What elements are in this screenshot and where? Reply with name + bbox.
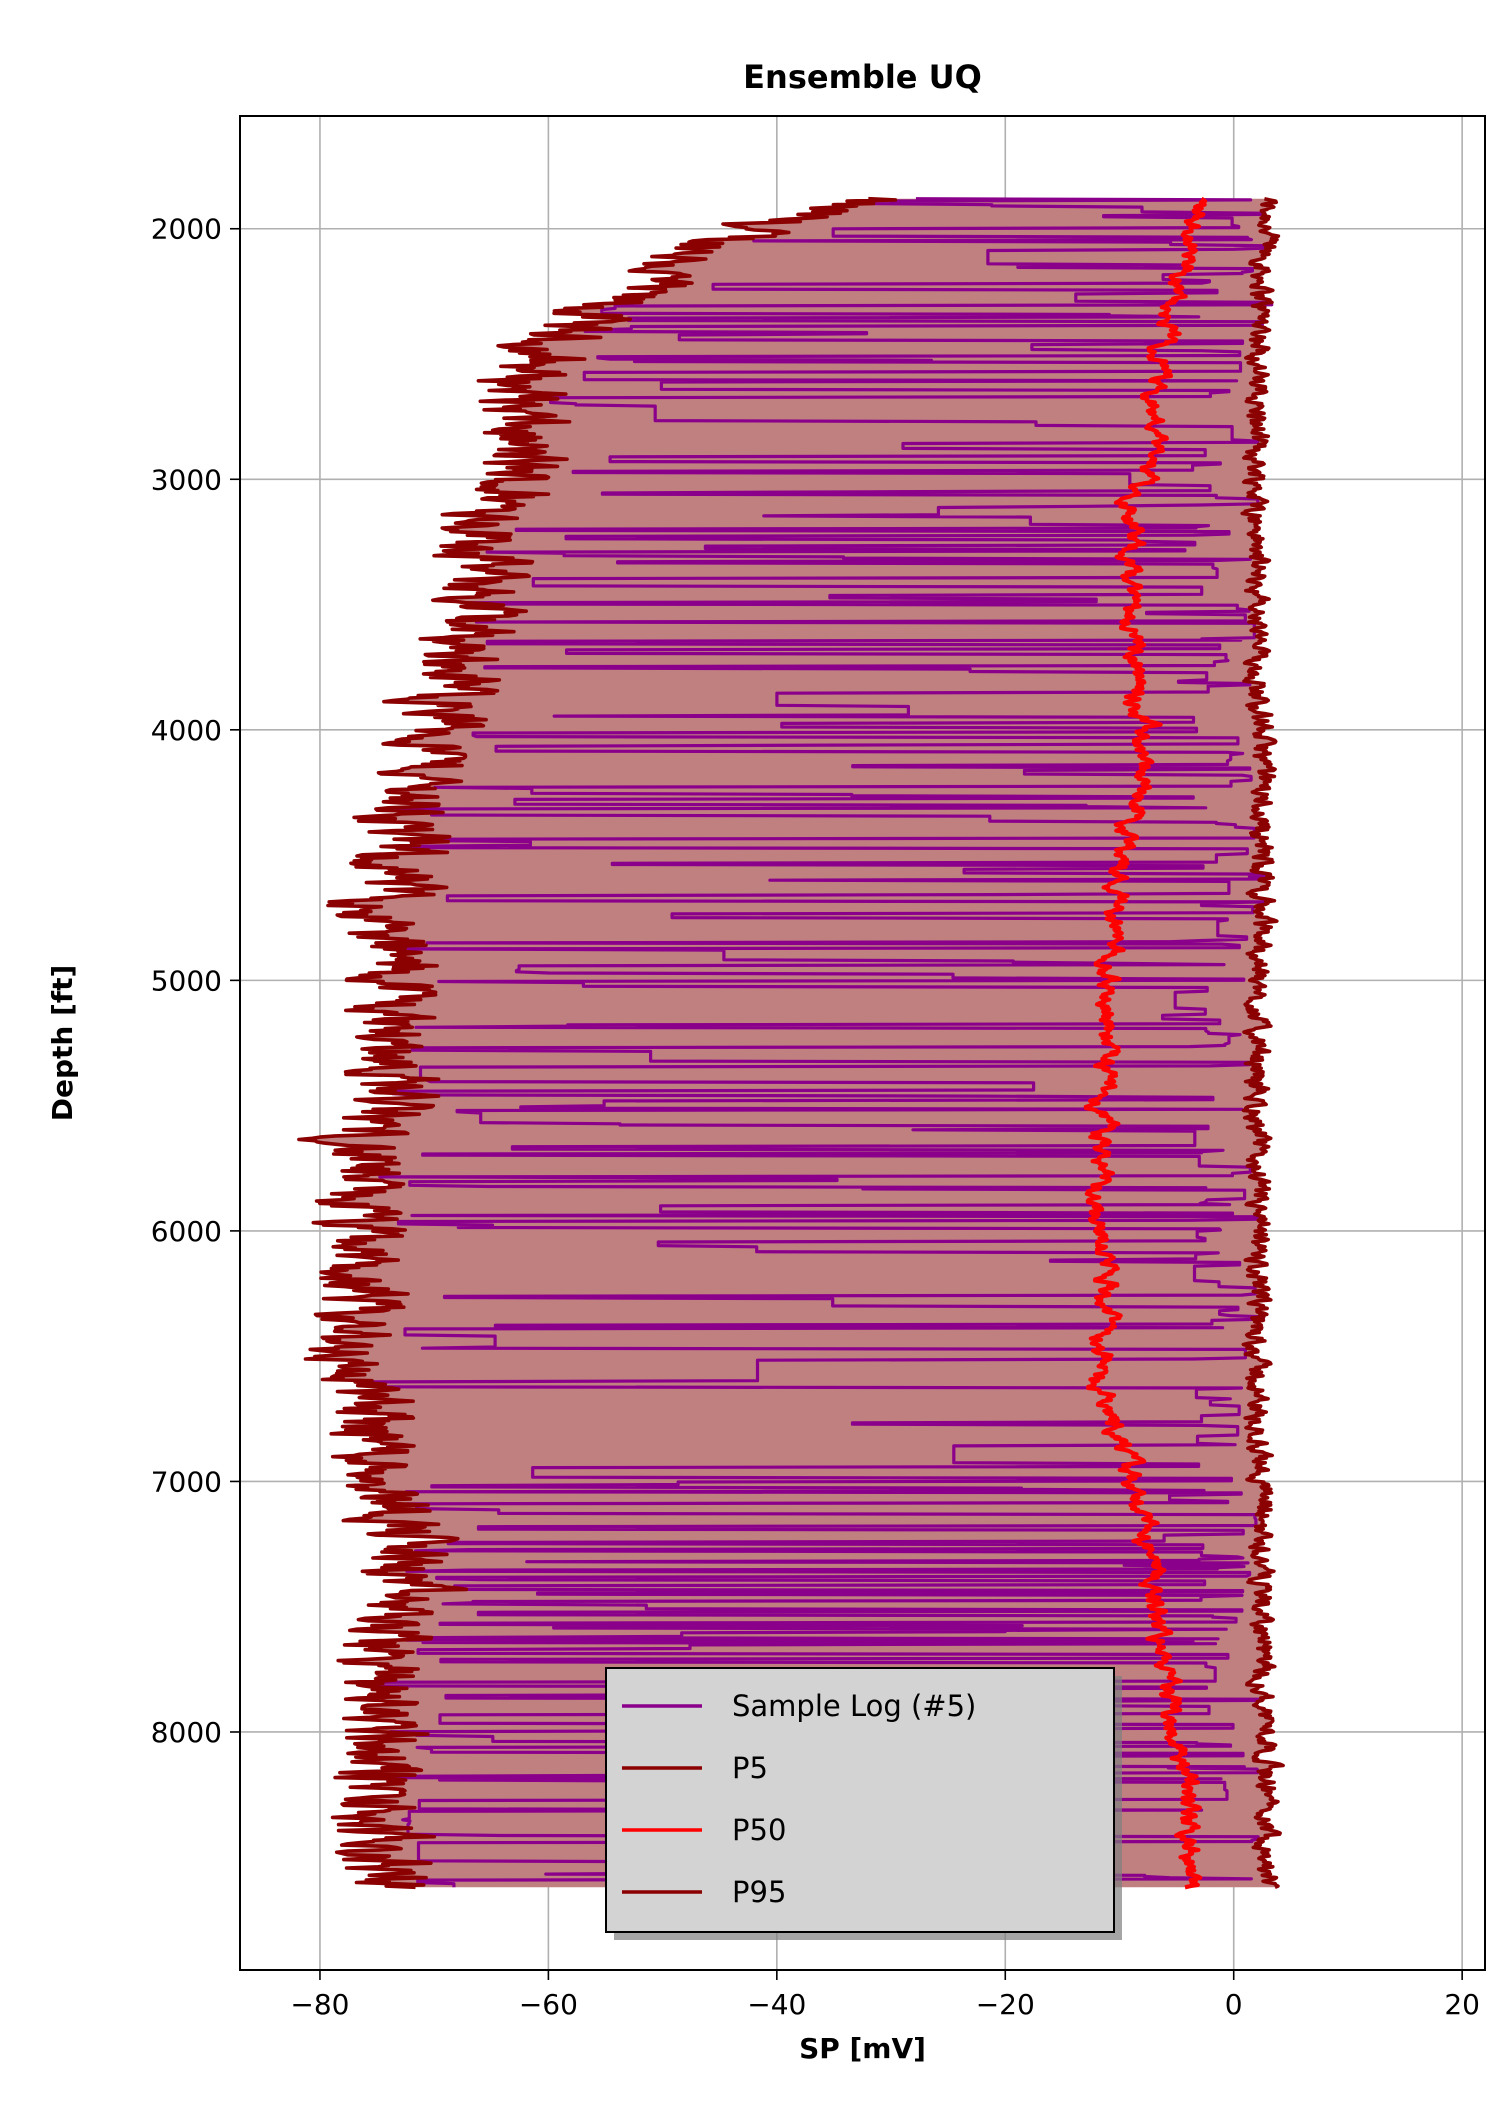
x-tick-label: 0 xyxy=(1225,1988,1243,2021)
y-axis-label: Depth [ft] xyxy=(46,965,79,1122)
legend-label-sample-log-5: Sample Log (#5) xyxy=(732,1689,976,1723)
y-tick-label: 4000 xyxy=(151,714,222,747)
series-p50-line xyxy=(1083,196,1208,1890)
plot-frame xyxy=(239,115,1486,1971)
legend: Sample Log (#5) P5 P50 P95 xyxy=(605,1667,1122,1940)
legend-label-p95: P95 xyxy=(732,1875,786,1909)
x-tick-label: −60 xyxy=(519,1988,578,2021)
chart-title: Ensemble UQ xyxy=(743,58,982,96)
x-tick-label: 20 xyxy=(1444,1988,1480,2021)
x-axis-label: SP [mV] xyxy=(799,2032,926,2065)
legend-label-p50: P50 xyxy=(732,1813,786,1847)
series-p5-line xyxy=(297,196,898,1890)
x-tick-label: −80 xyxy=(290,1988,349,2021)
series-sample-log-line xyxy=(346,197,1274,1888)
legend-label-p5: P5 xyxy=(732,1751,768,1785)
y-tick-label: 8000 xyxy=(151,1716,222,1749)
y-tick-label: 5000 xyxy=(151,964,222,997)
y-tick-label: 3000 xyxy=(151,463,222,496)
x-tick-label: −20 xyxy=(976,1988,1035,2021)
series-p95-line xyxy=(1240,196,1285,1889)
x-tick-label: −40 xyxy=(747,1988,806,2021)
y-tick-label: 7000 xyxy=(151,1465,222,1498)
y-tick-label: 2000 xyxy=(151,213,222,246)
axis-ticks: −80 −60 −40 −20 0 20 2000 3000 4000 5000 6000 7000 8… xyxy=(151,213,1480,2021)
y-tick-label: 6000 xyxy=(151,1215,222,1248)
series-layer xyxy=(297,196,1285,1890)
legend-box xyxy=(605,1667,1115,1933)
